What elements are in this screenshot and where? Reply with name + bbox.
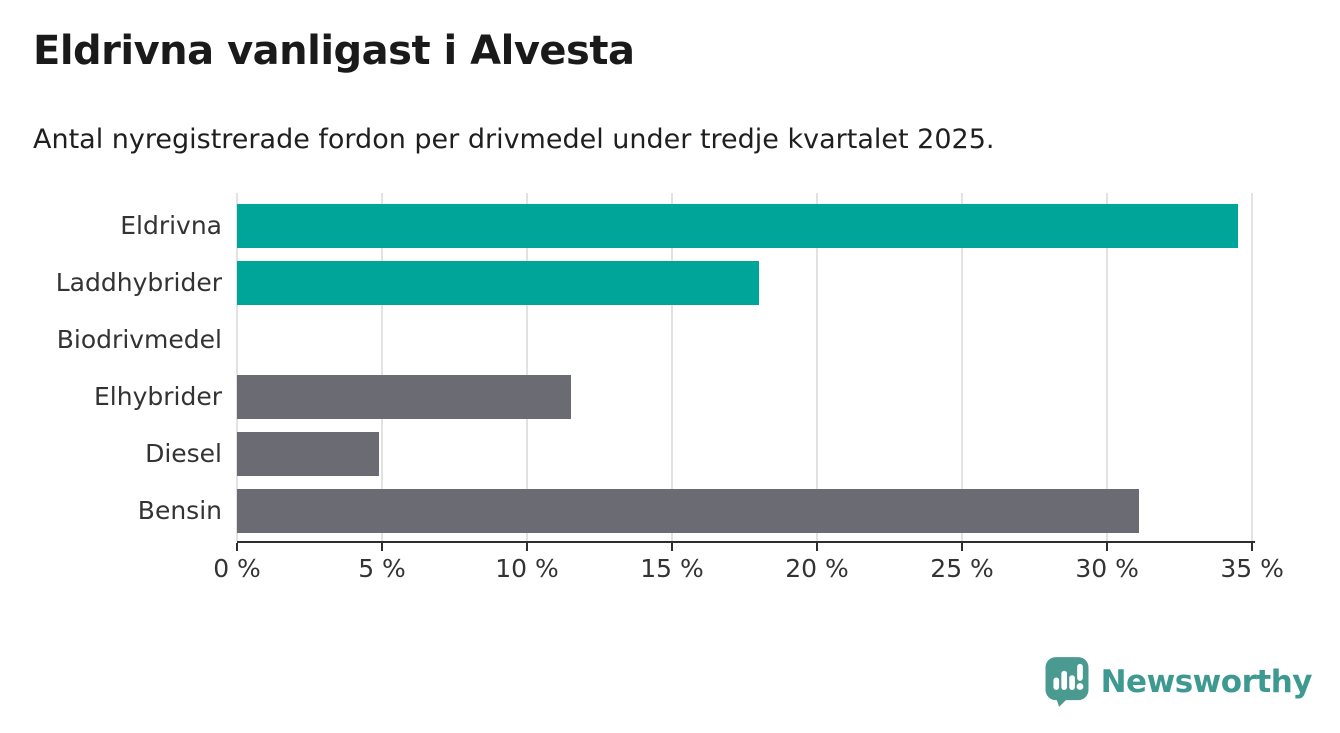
gridline-10	[526, 193, 529, 541]
brand-name: Newsworthy	[1100, 664, 1313, 700]
x-tick-label-5: 5 %	[358, 554, 406, 583]
x-tick-label-25: 25 %	[930, 554, 994, 583]
x-tick-label-0: 0 %	[213, 554, 261, 583]
bar-diesel	[237, 432, 380, 476]
gridline-30	[1106, 193, 1109, 541]
x-tick-label-15: 15 %	[640, 554, 704, 583]
x-tick-mark-25	[961, 543, 964, 551]
gridline-20	[816, 193, 819, 541]
chart-subtitle: Antal nyregistrerade fordon per drivmede…	[33, 124, 995, 155]
x-tick-mark-20	[816, 543, 819, 551]
newsworthy-logo-icon	[1045, 657, 1089, 707]
category-label-bensin: Bensin	[137, 496, 222, 525]
gridline-5	[381, 193, 383, 541]
x-tick-mark-5	[381, 543, 383, 551]
gridline-35	[1251, 193, 1254, 541]
bar-elhybrider	[237, 375, 571, 419]
x-tick-mark-30	[1106, 543, 1109, 551]
bar-eldrivna	[237, 204, 1238, 248]
category-label-elhybrider: Elhybrider	[93, 382, 222, 411]
chart-title: Eldrivna vanligast i Alvesta	[33, 28, 635, 74]
x-tick-label-10: 10 %	[495, 554, 559, 583]
x-tick-mark-15	[671, 543, 674, 551]
x-tick-mark-0	[236, 543, 238, 551]
category-label-eldrivna: Eldrivna	[120, 211, 222, 240]
x-tick-label-30: 30 %	[1075, 554, 1139, 583]
bar-bensin	[237, 489, 1139, 533]
gridline-15	[671, 193, 674, 541]
gridline-0	[236, 193, 238, 541]
x-tick-label-35: 35 %	[1220, 554, 1284, 583]
category-label-diesel: Diesel	[145, 439, 222, 468]
x-tick-label-20: 20 %	[785, 554, 849, 583]
bar-laddhybrider	[237, 261, 760, 305]
brand-footer: Newsworthy	[1044, 656, 1313, 708]
gridline-25	[961, 193, 964, 541]
plot-area	[236, 193, 1255, 543]
x-tick-mark-35	[1251, 543, 1254, 551]
x-tick-mark-10	[526, 543, 529, 551]
category-label-laddhybrider: Laddhybrider	[55, 268, 222, 297]
category-label-biodrivmedel: Biodrivmedel	[56, 325, 222, 354]
